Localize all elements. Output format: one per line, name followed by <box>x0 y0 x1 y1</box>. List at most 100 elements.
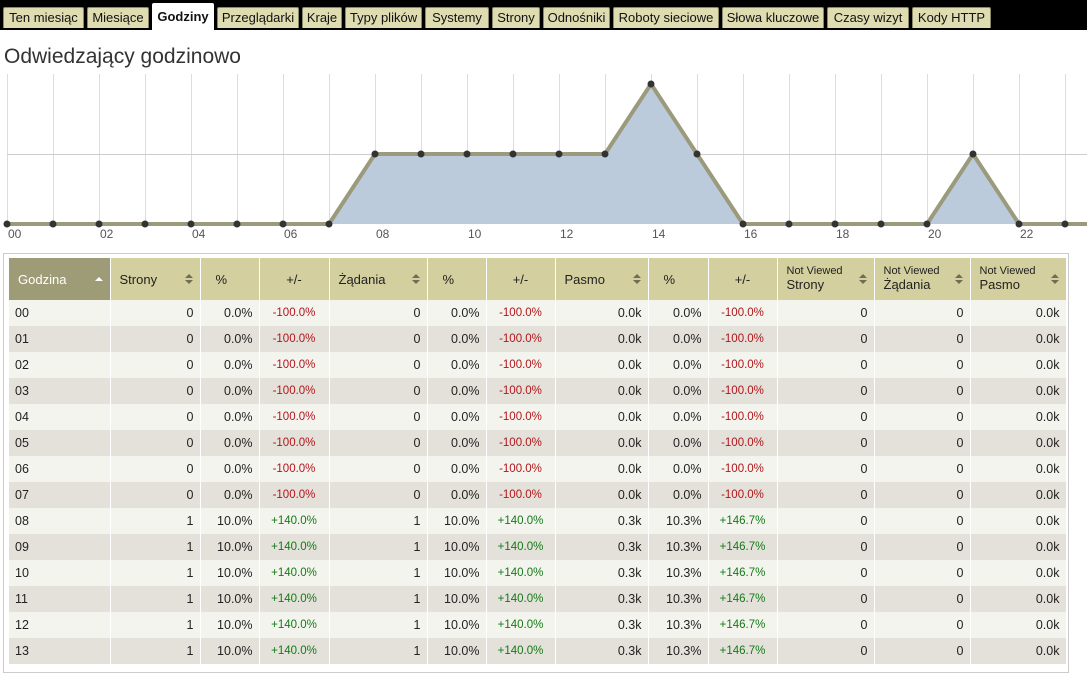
data-point <box>555 150 563 158</box>
column-header-3[interactable]: +/- <box>259 258 330 300</box>
tab-typy-plików[interactable]: Typy plików <box>345 7 422 28</box>
data-point <box>739 220 747 228</box>
table-cell: 0 <box>874 638 971 664</box>
table-cell: 1 <box>329 534 428 560</box>
table-row: 00 0 0.0% -100.0% 0 0.0% -100.0% 0.0k 0.0% -100.0… <box>9 300 1067 326</box>
change-cell: -100.0% <box>486 482 556 508</box>
sort-icon[interactable] <box>1050 274 1059 285</box>
table-cell: 0 <box>777 378 875 404</box>
hour-cell: 11 <box>9 586 111 612</box>
table-cell: 0 <box>329 404 428 430</box>
column-header-4[interactable]: Żądania <box>329 258 428 300</box>
x-tick-label: 18 <box>836 227 850 241</box>
change-cell: +140.0% <box>259 586 330 612</box>
column-header-label: Godzina <box>18 271 67 287</box>
data-point <box>3 220 11 228</box>
tab-ten-miesiąc[interactable]: Ten miesiąc <box>3 7 84 28</box>
x-tick-label: 04 <box>192 227 206 241</box>
change-cell: -100.0% <box>486 300 556 326</box>
x-tick-label: 02 <box>100 227 114 241</box>
table-cell: 0.3k <box>555 508 649 534</box>
table-cell: 0 <box>777 300 875 326</box>
tab-czasy-wizyt[interactable]: Czasy wizyt <box>827 7 909 28</box>
table-cell: 0 <box>874 508 971 534</box>
change-cell: -100.0% <box>486 378 556 404</box>
column-header-label: % <box>663 271 676 287</box>
sort-icon[interactable] <box>858 274 867 285</box>
table-cell: 0.0% <box>200 352 260 378</box>
table-cell: 0.0k <box>970 326 1067 352</box>
table-cell: 1 <box>329 612 428 638</box>
table-cell: 10.0% <box>200 638 260 664</box>
tab-systemy[interactable]: Systemy <box>425 7 489 28</box>
change-cell: +140.0% <box>486 508 556 534</box>
tab-odnośniki[interactable]: Odnośniki <box>543 7 610 28</box>
table-cell: 0.0k <box>970 430 1067 456</box>
column-header-9[interactable]: +/- <box>708 258 778 300</box>
tab-roboty-sieciowe[interactable]: Roboty sieciowe <box>613 7 719 28</box>
change-cell: -100.0% <box>708 326 778 352</box>
change-cell: +140.0% <box>259 534 330 560</box>
table-cell: 10.3% <box>648 560 709 586</box>
change-cell: -100.0% <box>259 404 330 430</box>
x-tick-label: 20 <box>928 227 942 241</box>
hour-cell: 07 <box>9 482 111 508</box>
column-header-2[interactable]: % <box>200 258 260 300</box>
table-cell: 0 <box>110 300 201 326</box>
table-cell: 0.0% <box>648 326 709 352</box>
column-header-label: Żądania <box>883 277 931 292</box>
table-row: 05 0 0.0% -100.0% 0 0.0% -100.0% 0.0k 0.0% -100.0… <box>9 430 1067 456</box>
change-cell: +140.0% <box>486 560 556 586</box>
table-cell: 0 <box>777 326 875 352</box>
table-cell: 10.3% <box>648 508 709 534</box>
sort-icon[interactable] <box>632 274 641 285</box>
tab-miesiące[interactable]: Miesiące <box>87 7 149 28</box>
table-cell: 0.0% <box>427 378 487 404</box>
sort-icon[interactable] <box>184 274 193 285</box>
column-header-sublabel: Not Viewed <box>883 265 940 277</box>
column-header-label: % <box>442 271 455 287</box>
table-cell: 0.0k <box>555 430 649 456</box>
tab-kody-http[interactable]: Kody HTTP <box>912 7 991 28</box>
tab-kraje[interactable]: Kraje <box>302 7 342 28</box>
column-header-6[interactable]: +/- <box>486 258 556 300</box>
column-header-8[interactable]: % <box>648 258 709 300</box>
hour-cell: 01 <box>9 326 111 352</box>
tab-słowa-kluczowe[interactable]: Słowa kluczowe <box>722 7 824 28</box>
change-cell: -100.0% <box>486 352 556 378</box>
table-cell: 0.0% <box>648 352 709 378</box>
column-header-12[interactable]: Not Viewed Pasmo <box>970 258 1067 300</box>
change-cell: +146.7% <box>708 586 778 612</box>
tab-przeglądarki[interactable]: Przeglądarki <box>217 7 299 28</box>
column-header-1[interactable]: Strony <box>110 258 201 300</box>
column-header-10[interactable]: Not Viewed Strony <box>777 258 875 300</box>
data-point <box>1061 220 1069 228</box>
table-cell: 1 <box>110 560 201 586</box>
column-header-5[interactable]: % <box>427 258 487 300</box>
table-cell: 0 <box>110 326 201 352</box>
table-cell: 0.0% <box>648 404 709 430</box>
change-cell: +140.0% <box>486 638 556 664</box>
table-row: 12 1 10.0% +140.0% 1 10.0% +140.0% 0.3k 10.3% +14… <box>9 612 1067 638</box>
table-cell: 0 <box>874 560 971 586</box>
tab-godziny[interactable]: Godziny <box>152 3 214 30</box>
column-header-11[interactable]: Not Viewed Żądania <box>874 258 971 300</box>
table-cell: 0.0k <box>970 352 1067 378</box>
change-cell: -100.0% <box>259 456 330 482</box>
table-cell: 0.0% <box>200 430 260 456</box>
table-header-row: Godzina Strony% +/- Żądania% +/- Pasmo% +/- Not… <box>9 258 1067 300</box>
sort-icon[interactable] <box>954 274 963 285</box>
table-cell: 0 <box>777 352 875 378</box>
column-header-7[interactable]: Pasmo <box>555 258 649 300</box>
column-header-label: +/- <box>286 271 302 287</box>
table-cell: 0.0% <box>648 430 709 456</box>
change-cell: +140.0% <box>486 534 556 560</box>
table-cell: 0 <box>874 534 971 560</box>
table-cell: 10.0% <box>427 612 487 638</box>
tab-strony[interactable]: Strony <box>492 7 540 28</box>
sort-asc-icon[interactable] <box>94 274 103 285</box>
column-header-0[interactable]: Godzina <box>9 258 111 300</box>
sort-icon[interactable] <box>411 274 420 285</box>
x-tick-label: 10 <box>468 227 482 241</box>
change-cell: -100.0% <box>708 378 778 404</box>
